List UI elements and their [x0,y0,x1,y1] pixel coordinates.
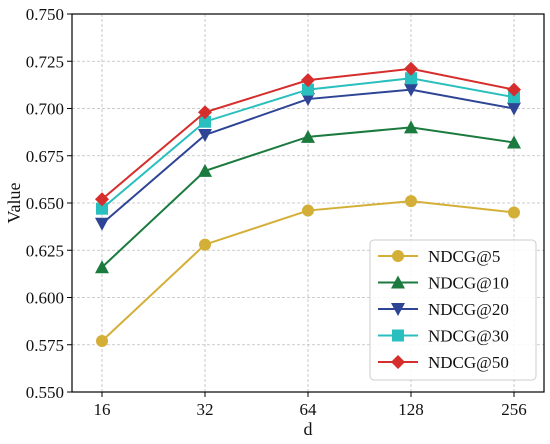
y-tick-label: 0.675 [26,147,64,166]
x-tick-label: 128 [398,400,424,419]
x-tick-label: 256 [501,400,527,419]
data-point [301,93,315,107]
x-tick-label: 32 [197,400,214,419]
data-point [95,217,109,231]
y-tick-label: 0.625 [26,241,64,260]
data-point [508,206,520,219]
data-point [508,91,520,104]
y-tick-label: 0.550 [26,383,64,402]
legend-label: NDCG@50 [428,353,509,372]
legend-label: NDCG@10 [428,274,509,293]
data-point [198,105,212,120]
data-point [507,82,521,97]
legend-marker [391,355,405,369]
legend-item: NDCG@5 [378,247,500,266]
legend-label: NDCG@5 [428,247,500,266]
data-point [404,120,418,134]
data-point [405,195,417,208]
legend-item: NDCG@20 [378,300,509,319]
data-point [96,334,108,347]
x-tick-label: 16 [94,400,111,419]
legend-marker [392,250,404,262]
y-tick-label: 0.575 [26,336,64,355]
data-point [198,163,212,177]
legend-marker [391,303,405,316]
data-point [199,115,211,128]
data-point [404,61,418,76]
legend-box [369,239,537,381]
legend-item: NDCG@30 [378,327,509,346]
series-ndcg-30 [96,72,520,215]
y-tick-label: 0.700 [26,100,64,119]
axis-ticks: 0.550 0.575 0.600 0.625 0.650 0.675 0.700 0.725… [26,5,527,419]
x-axis-title: d [304,419,313,439]
y-axis-title: Value [4,182,24,223]
legend-marker [391,275,405,289]
y-tick-label: 0.650 [26,194,64,213]
data-point [302,204,314,217]
series-ndcg-5 [96,195,520,347]
data-point [507,135,521,149]
y-tick-label: 0.725 [26,52,64,71]
data-point [405,72,417,85]
data-point [302,83,314,96]
data-point [199,238,211,251]
series-ndcg-20 [95,83,521,231]
legend-label: NDCG@30 [428,327,509,346]
series-ndcg-50 [95,61,521,207]
y-tick-label: 0.600 [26,289,64,308]
series-layer [95,61,521,347]
data-point [404,83,418,97]
series-ndcg-10 [95,120,521,274]
data-point [301,73,315,88]
legend-item: NDCG@10 [378,274,509,293]
legend-marker [392,329,404,342]
data-point [301,129,315,143]
x-tick-label: 64 [300,400,318,419]
legend-label: NDCG@20 [428,300,509,319]
data-point [507,102,521,116]
data-point [198,128,212,142]
data-point [96,202,108,215]
data-point [95,192,109,207]
y-tick-label: 0.750 [26,5,64,24]
legend-item: NDCG@50 [378,353,509,372]
legend: NDCG@5 NDCG@10 NDCG@20 NDCG@30 NDCG@50 [369,239,537,381]
data-point [95,260,109,274]
